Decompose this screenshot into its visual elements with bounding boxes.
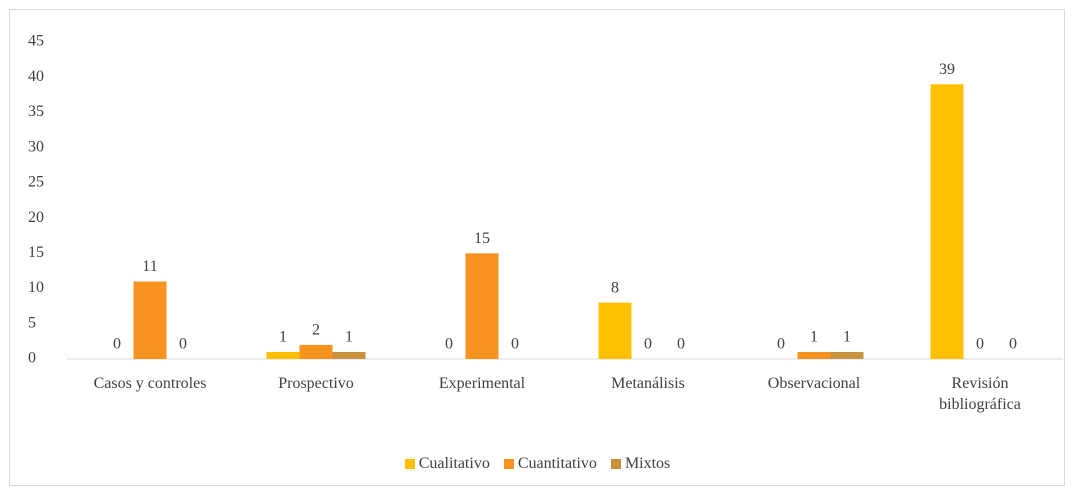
y-tick-label: 30 <box>28 138 44 155</box>
bar <box>465 253 499 359</box>
value-label: 0 <box>777 336 785 353</box>
legend-item: Cualitativo <box>404 455 490 473</box>
y-tick-label: 40 <box>28 68 44 85</box>
value-label: 2 <box>312 322 320 339</box>
chart-border <box>9 9 1065 486</box>
value-label: 1 <box>279 329 287 346</box>
value-label: 0 <box>113 336 121 353</box>
y-tick-label: 35 <box>28 103 44 120</box>
x-tick-label: Casos y controles <box>93 375 207 392</box>
value-label: 0 <box>511 336 519 353</box>
y-tick-label: 25 <box>28 174 44 191</box>
legend-label: Cuantitativo <box>517 455 597 472</box>
y-tick-label: 20 <box>28 209 44 226</box>
y-tick-label: 0 <box>28 350 36 367</box>
value-label: 0 <box>644 336 652 353</box>
value-label: 11 <box>142 258 157 275</box>
y-tick-label: 10 <box>28 279 44 296</box>
x-tick-label: Revisión bibliográfica <box>939 375 1021 413</box>
bar <box>266 351 300 359</box>
legend-swatch <box>404 459 415 469</box>
value-label: 0 <box>976 336 984 353</box>
value-label: 39 <box>939 61 955 78</box>
legend-swatch <box>610 459 621 469</box>
legend-label: Mixtos <box>624 455 671 472</box>
legend: Cualitativo Cuantitativo Mixtos <box>0 455 1075 473</box>
bar <box>332 351 366 359</box>
y-tick-label: 45 <box>28 33 44 50</box>
y-tick-label: 5 <box>28 314 36 331</box>
bar <box>930 84 964 360</box>
bar <box>830 351 864 359</box>
x-tick-label: Experimental <box>438 375 526 392</box>
value-label: 15 <box>474 230 490 247</box>
y-tick-label: 15 <box>28 244 44 261</box>
x-tick-label: Prospectivo <box>278 375 354 392</box>
value-label: 1 <box>843 329 851 346</box>
legend-label: Cualitativo <box>418 455 490 472</box>
legend-item: Cuantitativo <box>503 455 597 473</box>
value-label: 0 <box>179 336 187 353</box>
value-label: 1 <box>345 329 353 346</box>
value-label: 0 <box>1009 336 1017 353</box>
value-label: 8 <box>611 279 619 296</box>
x-tick-label: Observacional <box>767 375 861 392</box>
bar <box>797 351 831 359</box>
bar <box>299 344 333 359</box>
value-label: 0 <box>445 336 453 353</box>
x-tick-label: Metanálisis <box>611 375 685 392</box>
bar <box>133 281 167 359</box>
value-label: 0 <box>677 336 685 353</box>
legend-item: Mixtos <box>610 455 671 473</box>
legend-swatch <box>503 459 514 469</box>
value-label: 1 <box>810 329 818 346</box>
bar <box>598 302 632 359</box>
